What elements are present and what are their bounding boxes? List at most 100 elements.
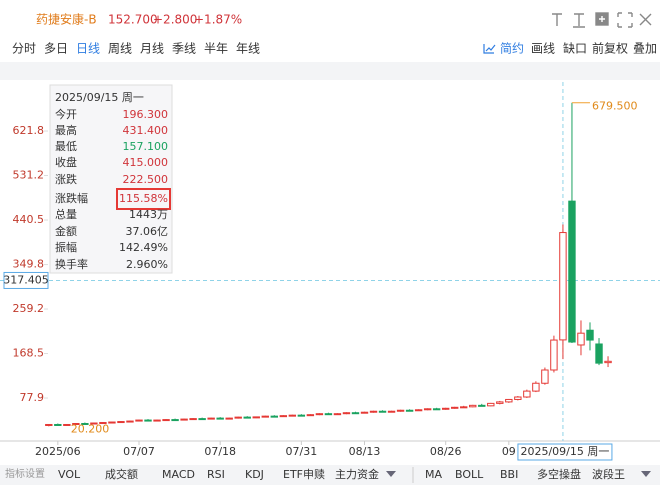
annotation-label: 679.500	[592, 100, 638, 113]
candle-body	[559, 232, 567, 341]
period-tab[interactable]: 月线	[140, 42, 164, 56]
candle-body	[297, 414, 306, 417]
x-tick-label: 07/07	[123, 445, 155, 458]
indicator-settings[interactable]: 指标设置	[5, 467, 45, 480]
info-label: 总量	[55, 207, 77, 221]
tool-tab[interactable]: 缺口	[563, 41, 587, 56]
period-tab[interactable]: 多日	[44, 42, 68, 56]
y-tick-label: 531.2	[13, 169, 45, 182]
candle-body	[604, 360, 612, 364]
candle-body	[63, 423, 71, 426]
info-value: 2.960%	[126, 258, 168, 271]
x-tick-label: 07/18	[204, 445, 236, 458]
stock-name: 药捷安康-B	[36, 12, 97, 27]
candle-body	[117, 421, 125, 424]
x-tick-label: 2025/06	[35, 445, 81, 458]
indicator[interactable]: 成交额	[105, 467, 138, 481]
indicator[interactable]: KDJ	[245, 468, 264, 481]
period-tab[interactable]: 年线	[236, 42, 260, 56]
info-value: 37.06亿	[126, 225, 169, 238]
change-pct: +1.87%	[194, 13, 242, 27]
simple-icon	[483, 44, 496, 54]
close-icon[interactable]	[639, 13, 652, 26]
y-tick-label: 440.5	[13, 213, 45, 226]
candle-body	[288, 414, 297, 417]
candle-body	[324, 413, 333, 416]
tool-tab[interactable]: 画线	[531, 42, 555, 56]
candle-body	[252, 416, 260, 419]
indicator[interactable]: MACD	[162, 468, 195, 481]
candle-body	[198, 418, 206, 421]
indicator[interactable]: 主力资金	[335, 467, 379, 481]
dropdown[interactable]	[386, 471, 396, 477]
x-tick-label: 09	[502, 445, 516, 458]
candle-body	[451, 406, 459, 409]
candle-body	[387, 410, 396, 413]
info-value: 222.500	[123, 173, 169, 186]
indicator[interactable]: RSI	[207, 468, 225, 481]
info-value: 196.300	[123, 108, 169, 121]
indicator[interactable]: BOLL	[455, 468, 484, 481]
period-tab[interactable]: 日线	[76, 42, 100, 56]
candle-body	[405, 409, 414, 412]
period-tab[interactable]: 周线	[108, 42, 132, 56]
x-tick-label: 07/31	[286, 445, 318, 458]
period-tab[interactable]: 半年	[204, 42, 228, 56]
y-tick-label: 77.9	[20, 391, 45, 404]
info-label: 最低	[55, 140, 77, 153]
tool-tab[interactable]: 前复权	[592, 41, 628, 56]
candle-body	[523, 390, 531, 398]
text-icon-2[interactable]	[573, 13, 585, 28]
info-label: 振幅	[55, 240, 77, 254]
dropdown[interactable]	[641, 471, 651, 477]
indicator[interactable]: MA	[425, 468, 442, 481]
indicator[interactable]: BBI	[500, 468, 518, 481]
info-panel	[49, 84, 173, 274]
candle-body	[306, 414, 315, 417]
candle-body	[135, 419, 143, 422]
candle-body	[369, 410, 378, 413]
candle-body	[378, 410, 387, 413]
candle-body	[108, 421, 116, 424]
candle-body	[72, 423, 80, 426]
info-value: 431.400	[123, 124, 169, 137]
candle-body	[514, 396, 522, 400]
candle-body	[396, 409, 405, 412]
info-label: 涨跌	[55, 172, 77, 186]
separator-band	[0, 62, 660, 80]
y-tick-label: 349.8	[13, 258, 45, 271]
indicator[interactable]: ETF申赎	[283, 467, 325, 481]
candle-body	[99, 422, 107, 425]
indicator[interactable]: VOL	[58, 468, 81, 481]
tool-tab[interactable]: 叠加	[633, 42, 657, 56]
candle-body	[216, 417, 224, 420]
highlight-box	[116, 188, 171, 210]
candle-body	[153, 419, 161, 422]
period-tab[interactable]: 分时	[12, 42, 36, 56]
candle-body	[595, 343, 603, 364]
candle-body	[234, 416, 242, 419]
text-icon[interactable]	[552, 13, 562, 26]
candle-body	[577, 332, 585, 346]
crosshair-x-box	[517, 443, 613, 461]
indicator[interactable]: 多空操盘	[537, 467, 581, 481]
candle-body	[414, 409, 423, 412]
crosshair-x-label: 2025/09/15 周一	[520, 445, 609, 458]
header-icons	[552, 12, 652, 28]
candle-body	[81, 423, 89, 426]
tool-tab[interactable]: 简约	[500, 41, 524, 56]
candle-body	[243, 416, 251, 419]
candle-body	[360, 411, 369, 414]
indicator[interactable]: 波段王	[592, 467, 625, 481]
period-tab[interactable]: 季线	[172, 42, 196, 56]
candle-body	[162, 419, 170, 422]
info-label: 涨跌幅	[55, 191, 88, 205]
candle-body	[45, 423, 53, 426]
fullscreen-icon[interactable]	[617, 12, 633, 28]
x-tick-label: 08/26	[430, 445, 462, 458]
candle-body	[189, 418, 197, 421]
candle-body	[315, 413, 324, 416]
x-tick-label: 08/13	[349, 445, 381, 458]
crosshair-y-label: 317.405	[3, 273, 49, 286]
